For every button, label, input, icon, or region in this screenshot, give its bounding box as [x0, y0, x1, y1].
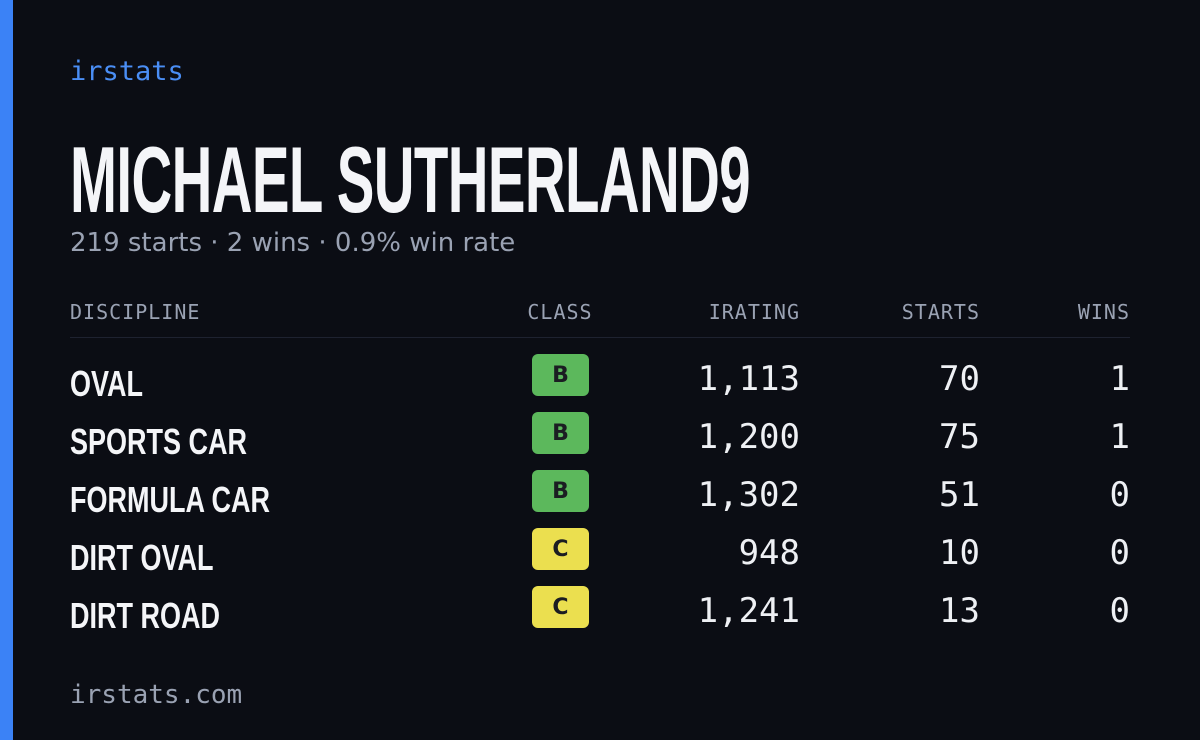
- column-header: STARTS: [901, 300, 980, 324]
- starts-value: 70: [939, 359, 980, 399]
- irating-value: 1,113: [697, 359, 800, 399]
- starts-value: 75: [939, 417, 980, 457]
- discipline: SPORTS CAR: [70, 421, 248, 462]
- class-badge: C: [532, 586, 589, 628]
- discipline: DIRT OVAL: [70, 537, 214, 578]
- column-header: IRATING: [708, 300, 800, 324]
- wins-value: 0: [1109, 533, 1130, 573]
- column-header: DISCIPLINE: [70, 300, 201, 324]
- header-rule: [70, 337, 1130, 338]
- starts-value: 51: [939, 475, 980, 515]
- column-header: CLASS: [527, 300, 593, 324]
- class-badge: B: [532, 412, 589, 454]
- irating-value: 1,241: [697, 591, 800, 631]
- irating-value: 948: [738, 533, 800, 573]
- brand: irstats: [70, 56, 184, 87]
- accent-bar: [0, 0, 13, 740]
- class-badge: C: [532, 528, 589, 570]
- driver-name: MICHAEL SUTHERLAND9: [70, 127, 751, 232]
- column-header: WINS: [1077, 300, 1130, 324]
- wins-value: 1: [1109, 417, 1130, 457]
- discipline: DIRT ROAD: [70, 595, 220, 636]
- starts-value: 10: [939, 533, 980, 573]
- footer: irstats.com: [70, 680, 243, 710]
- discipline: OVAL: [70, 363, 144, 404]
- irating-value: 1,302: [697, 475, 800, 515]
- wins-value: 1: [1109, 359, 1130, 399]
- starts-value: 13: [939, 591, 980, 631]
- discipline: FORMULA CAR: [70, 479, 270, 520]
- summary: 219 starts · 2 wins · 0.9% win rate: [70, 228, 516, 258]
- wins-value: 0: [1109, 591, 1130, 631]
- wins-value: 0: [1109, 475, 1130, 515]
- class-badge: B: [532, 470, 589, 512]
- class-badge: B: [532, 354, 589, 396]
- irating-value: 1,200: [697, 417, 800, 457]
